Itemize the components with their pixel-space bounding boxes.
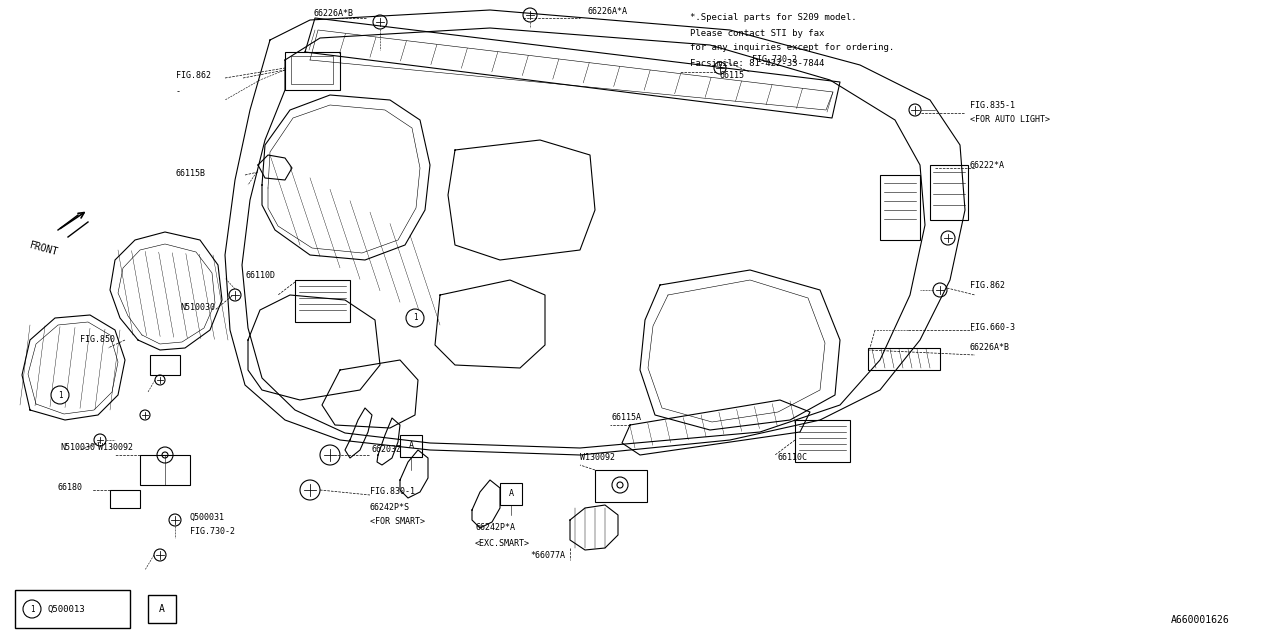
Text: 66115A: 66115A [612,413,643,422]
Text: FIG.835-1: FIG.835-1 [970,100,1015,109]
Text: A: A [159,604,165,614]
Text: FIG.862: FIG.862 [970,280,1005,289]
Text: A: A [408,442,413,451]
Text: FIG.862: FIG.862 [177,72,211,81]
Bar [399,435,422,457]
Text: 66226A*B: 66226A*B [314,10,353,19]
Text: 66226A*A: 66226A*A [588,8,628,17]
Text: 1: 1 [29,605,35,614]
Text: FIG.730-2: FIG.730-2 [189,527,236,536]
Text: 66115: 66115 [719,72,745,81]
Text: 66222*A: 66222*A [970,161,1005,170]
Bar [15,590,131,628]
Bar [500,483,522,505]
Text: 66203Z: 66203Z [372,445,402,454]
Bar [294,280,349,322]
Bar [881,175,920,240]
Bar [595,470,646,502]
Bar [110,490,140,508]
Circle shape [406,309,424,327]
Text: 66115B: 66115B [175,168,205,177]
Bar [140,455,189,485]
Text: 66180: 66180 [58,483,83,493]
Text: -: - [177,88,180,97]
Text: 66110C: 66110C [778,454,808,463]
Text: W130092: W130092 [99,444,133,452]
Text: *66077A: *66077A [530,552,564,561]
Text: 66226A*B: 66226A*B [970,344,1010,353]
Text: N510030: N510030 [60,444,95,452]
Text: N510030: N510030 [180,303,215,312]
Text: FIG.660-3: FIG.660-3 [970,323,1015,333]
Text: <FOR AUTO LIGHT>: <FOR AUTO LIGHT> [970,115,1050,125]
Text: W130092: W130092 [580,454,614,463]
Bar [148,595,177,623]
Text: Facsimile: 81-422-33-7844: Facsimile: 81-422-33-7844 [690,58,824,67]
Text: Q500013: Q500013 [47,605,84,614]
Circle shape [23,600,41,618]
Text: FRONT: FRONT [28,240,60,257]
Text: 66110D: 66110D [244,271,275,280]
Bar [291,56,333,84]
Text: 66242P*S: 66242P*S [370,502,410,511]
Bar [285,52,340,90]
Text: FIG.830-1: FIG.830-1 [370,488,415,497]
Text: FIG.730-2: FIG.730-2 [753,56,797,65]
Text: A660001626: A660001626 [1171,615,1230,625]
Bar [868,348,940,370]
Text: 66242P*A: 66242P*A [475,524,515,532]
Text: FIG.850: FIG.850 [79,335,115,344]
Text: *.Special parts for S209 model.: *.Special parts for S209 model. [690,13,856,22]
Text: for any inquiries except for ordering.: for any inquiries except for ordering. [690,44,895,52]
Text: <FOR SMART>: <FOR SMART> [370,516,425,525]
Circle shape [51,386,69,404]
Text: 1: 1 [58,390,63,399]
Text: Please contact STI by fax: Please contact STI by fax [690,29,824,38]
Text: Q500031: Q500031 [189,513,225,522]
Text: A: A [508,490,513,499]
Text: 1: 1 [412,314,417,323]
Text: <EXC.SMART>: <EXC.SMART> [475,538,530,547]
Bar [795,420,850,462]
Bar [150,355,180,375]
Bar [931,165,968,220]
